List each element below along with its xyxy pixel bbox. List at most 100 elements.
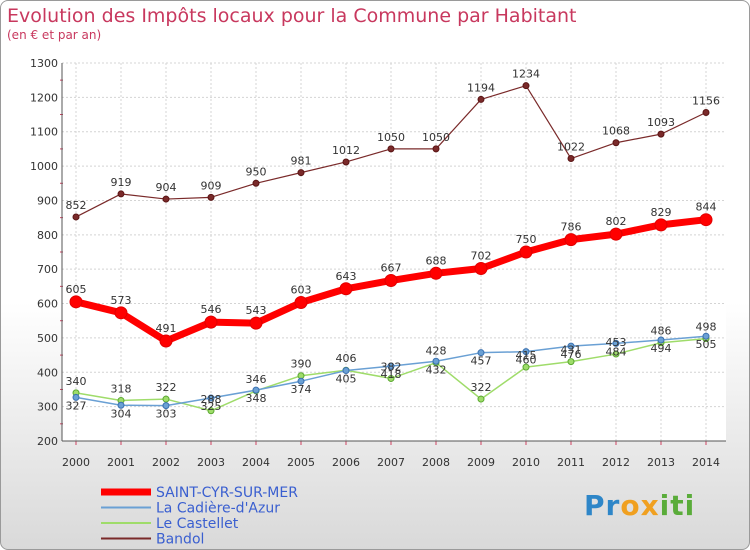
data-point [564, 233, 578, 247]
data-point [384, 274, 398, 288]
data-label: 374 [291, 383, 312, 396]
data-label: 573 [111, 294, 132, 307]
data-label: 829 [651, 206, 672, 219]
data-label: 322 [156, 381, 177, 394]
data-label: 919 [111, 176, 132, 189]
data-label: 1093 [647, 116, 675, 129]
data-point [117, 190, 125, 198]
data-label: 322 [471, 381, 492, 394]
data-label: 852 [66, 199, 87, 212]
data-point [207, 193, 215, 201]
data-point [69, 295, 83, 309]
data-label: 844 [696, 201, 717, 214]
data-label: 340 [66, 375, 87, 388]
data-point [567, 155, 575, 163]
data-point [522, 348, 530, 356]
y-tick-label: 300 [37, 401, 58, 414]
chart-title: Evolution des Impôts locaux pour la Comm… [7, 5, 577, 27]
data-label: 498 [696, 321, 717, 334]
data-label: 405 [336, 373, 357, 386]
data-point [657, 336, 665, 344]
x-tick-label: 2006 [332, 456, 360, 469]
data-label: 491 [156, 322, 177, 335]
y-tick-label: 500 [37, 332, 58, 345]
data-label: 1050 [377, 131, 405, 144]
data-point [72, 393, 80, 401]
legend-label: SAINT-CYR-SUR-MER [156, 485, 298, 501]
data-label: 603 [291, 284, 312, 297]
data-label: 415 [516, 349, 537, 362]
data-point [432, 357, 440, 365]
data-point [339, 282, 353, 296]
data-label: 406 [336, 352, 357, 365]
data-label: 453 [606, 336, 627, 349]
x-tick-label: 2001 [107, 456, 135, 469]
data-point [72, 213, 80, 221]
data-label: 303 [156, 408, 177, 421]
data-point [474, 261, 488, 275]
data-label: 1050 [422, 131, 450, 144]
x-tick-label: 2000 [62, 456, 90, 469]
data-label: 288 [201, 393, 222, 406]
data-point [654, 218, 668, 232]
data-point [477, 95, 485, 103]
y-tick-label: 200 [37, 435, 58, 448]
data-point [342, 158, 350, 166]
data-point [612, 350, 620, 358]
x-tick-label: 2007 [377, 456, 405, 469]
data-point [297, 377, 305, 385]
x-tick-label: 2009 [467, 456, 495, 469]
data-label: 318 [111, 382, 132, 395]
data-point [114, 306, 128, 320]
data-label: 981 [291, 155, 312, 168]
y-tick-label: 1300 [30, 57, 58, 70]
data-label: 428 [426, 345, 447, 358]
data-point [204, 315, 218, 329]
data-label: 390 [291, 358, 312, 371]
x-tick-label: 2014 [692, 456, 720, 469]
data-label: 494 [651, 342, 672, 355]
data-point [612, 339, 620, 347]
data-label: 702 [471, 249, 492, 262]
data-label: 643 [336, 270, 357, 283]
data-point [342, 367, 350, 375]
y-tick-label: 400 [37, 366, 58, 379]
data-label: 476 [561, 348, 582, 361]
x-tick-label: 2012 [602, 456, 630, 469]
data-label: 1012 [332, 144, 360, 157]
data-point [207, 394, 215, 402]
data-point [522, 363, 530, 371]
data-point [297, 169, 305, 177]
y-tick-label: 1000 [30, 160, 58, 173]
y-tick-label: 900 [37, 194, 58, 207]
data-label: 505 [696, 338, 717, 351]
data-point [249, 316, 263, 330]
data-label: 418 [381, 368, 402, 381]
y-tick-label: 600 [37, 298, 58, 311]
x-tick-label: 2002 [152, 456, 180, 469]
data-label: 667 [381, 262, 402, 275]
data-label: 904 [156, 181, 177, 194]
data-label: 688 [426, 254, 447, 267]
data-point [432, 145, 440, 153]
x-tick-label: 2003 [197, 456, 225, 469]
data-label: 304 [111, 407, 132, 420]
x-tick-label: 2008 [422, 456, 450, 469]
data-point [567, 342, 575, 350]
y-tick-label: 700 [37, 263, 58, 276]
data-label: 546 [201, 303, 222, 316]
data-point [429, 266, 443, 280]
y-tick-label: 1100 [30, 126, 58, 139]
data-point [702, 108, 710, 116]
y-tick-label: 800 [37, 229, 58, 242]
data-point [387, 362, 395, 370]
chart-subtitle: (en € et par an) [7, 28, 102, 42]
x-tick-label: 2005 [287, 456, 315, 469]
y-tick-label: 1200 [30, 91, 58, 104]
x-tick-label: 2010 [512, 456, 540, 469]
legend-label: Le Castellet [156, 516, 239, 532]
data-label: 1156 [692, 94, 720, 107]
data-label: 1068 [602, 125, 630, 138]
